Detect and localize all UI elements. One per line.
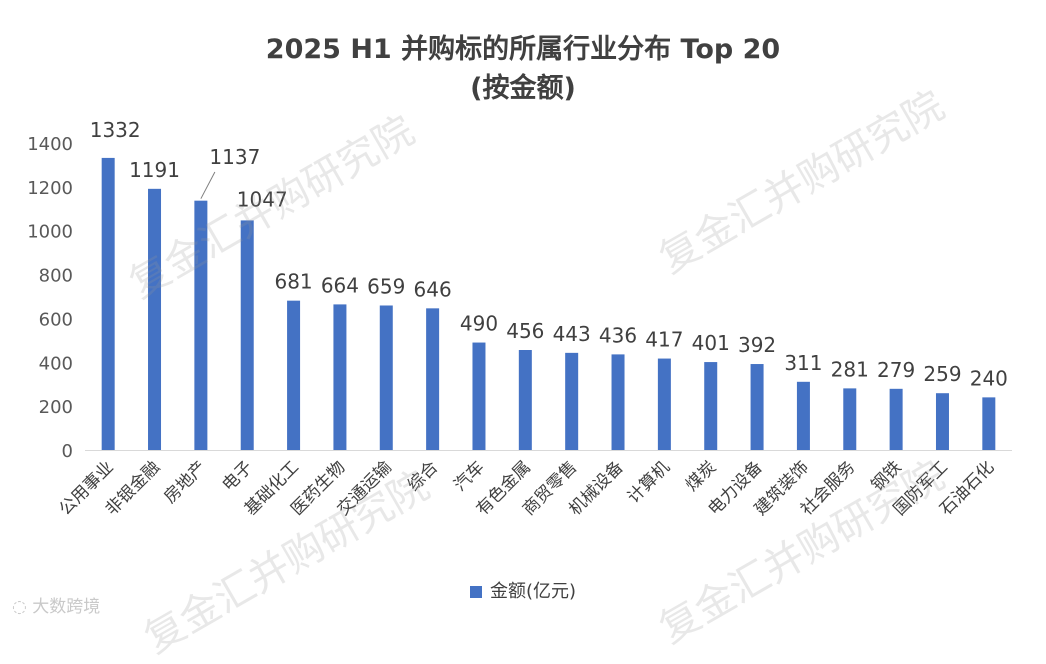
data-label: 646 [414, 277, 452, 301]
chart-legend: 金额(亿元) [0, 577, 1046, 603]
data-label: 417 [645, 328, 683, 352]
bar [518, 350, 532, 450]
y-tick-label: 200 [39, 397, 73, 418]
y-tick-label: 600 [39, 309, 73, 330]
y-tick-label: 1000 [27, 222, 73, 243]
bar [426, 308, 440, 450]
bar [194, 200, 208, 450]
legend-label: 金额(亿元) [489, 581, 577, 602]
bar [565, 352, 579, 450]
data-label: 401 [692, 331, 730, 355]
data-label: 281 [831, 357, 869, 381]
bar [750, 364, 764, 450]
data-label: 311 [784, 351, 822, 375]
bar [101, 157, 115, 450]
data-label-leader [200, 171, 216, 199]
bar [148, 188, 162, 450]
data-label: 1332 [90, 118, 141, 142]
bar [472, 342, 486, 450]
bar [935, 393, 949, 450]
data-label: 664 [321, 273, 359, 297]
data-label: 240 [970, 366, 1008, 390]
x-tick-label: 钢铁 [867, 457, 905, 495]
corner-brand-text: 大数跨境 [32, 597, 101, 617]
data-label: 1047 [237, 187, 288, 211]
bar [796, 381, 810, 450]
bar [333, 304, 347, 450]
legend-swatch [469, 586, 482, 598]
data-label: 279 [877, 358, 915, 382]
data-label: 456 [506, 319, 544, 343]
data-label: 436 [599, 323, 637, 347]
x-tick-label: 电子 [219, 457, 257, 495]
data-label: 681 [274, 270, 312, 294]
data-label: 490 [460, 312, 498, 336]
x-tick-label: 煤炭 [682, 457, 720, 495]
bar [287, 300, 301, 450]
chart-title-line1: 2025 H1 并购标的所属行业分布 Top 20 [265, 34, 781, 65]
y-tick-label: 400 [39, 353, 73, 374]
data-label: 392 [738, 333, 776, 357]
bar [657, 358, 671, 450]
bar [379, 305, 393, 450]
y-tick-label: 1200 [27, 178, 73, 199]
bar-chart: 02004006008001000120014001332公用事业1191非银金… [27, 118, 1012, 520]
data-label: 1191 [129, 158, 180, 182]
brand-icon: ◌ [12, 597, 33, 617]
bar [843, 388, 857, 450]
x-tick-label: 房地产 [160, 457, 210, 507]
data-label: 1137 [209, 145, 260, 169]
bar [982, 397, 996, 450]
bar [240, 220, 254, 450]
chart-title-line2: (按金额) [470, 73, 576, 104]
data-label: 443 [553, 322, 591, 346]
data-label: 259 [923, 362, 961, 386]
bar [704, 362, 718, 450]
x-tick-label: 汽车 [450, 457, 488, 495]
x-tick-label: 计算机 [624, 457, 674, 507]
y-tick-label: 800 [39, 266, 73, 287]
data-label: 659 [367, 274, 405, 298]
x-tick-label: 综合 [404, 457, 442, 495]
corner-brand: ◌ 大数跨境 [12, 592, 100, 617]
bar [611, 354, 625, 450]
bar [889, 388, 903, 450]
y-tick-label: 1400 [27, 134, 73, 155]
y-tick-label: 0 [62, 441, 73, 462]
